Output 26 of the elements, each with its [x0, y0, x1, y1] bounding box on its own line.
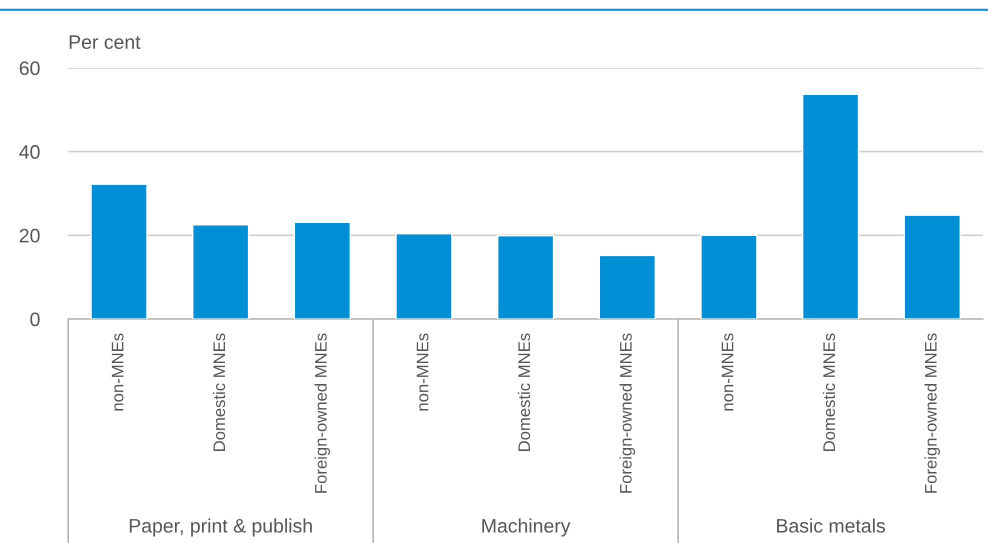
- y-tick-label: 0: [30, 312, 40, 326]
- text: Paper, print & publish: [130, 518, 312, 537]
- x-tick-label: Domestic MNEs: [518, 334, 530, 451]
- bar: [192, 224, 250, 320]
- x-tick-label: Foreign-owned MNEs: [620, 333, 636, 493]
- text: Basic metals: [777, 518, 885, 533]
- y-tick-label: 20: [20, 228, 40, 243]
- x-tick-label: Foreign-owned MNEs: [314, 333, 330, 493]
- x-tick-label: non-MNEs: [112, 334, 124, 411]
- bar: [802, 94, 860, 320]
- x-tick-label: non-MNEs: [416, 334, 428, 411]
- x-tick-label: Domestic MNEs: [822, 334, 836, 451]
- x-tick-label: Domestic MNEs: [212, 334, 226, 451]
- bar: [496, 235, 554, 320]
- bar: [294, 222, 351, 320]
- bar: [700, 234, 758, 320]
- text: Machinery: [482, 518, 570, 537]
- x-tick-label: Foreign-owned MNEs: [924, 333, 940, 493]
- x-tick-label: non-MNEs: [722, 334, 734, 411]
- bar: [904, 214, 961, 320]
- bar: [90, 184, 148, 320]
- y-axis-title: Per cent: [70, 35, 140, 49]
- bar: [598, 254, 656, 320]
- bar: [395, 232, 453, 320]
- y-tick-label: 40: [19, 145, 40, 159]
- y-tick-label: 60: [20, 61, 40, 76]
